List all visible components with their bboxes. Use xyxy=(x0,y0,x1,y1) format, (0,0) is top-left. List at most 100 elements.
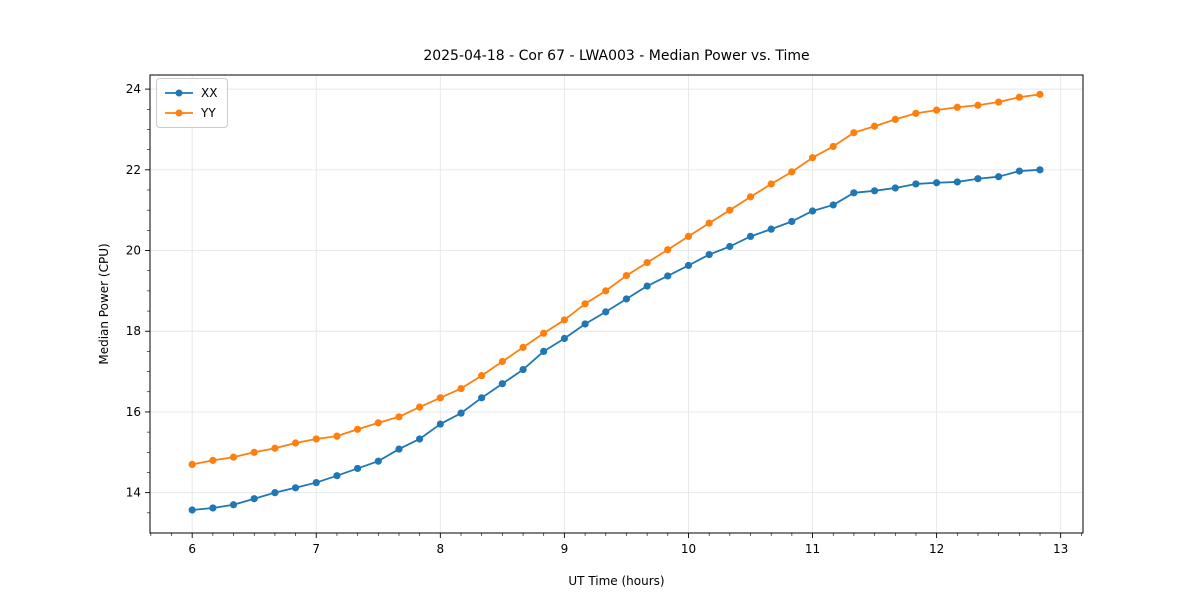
series-marker-yy xyxy=(519,343,527,351)
series-marker-xx xyxy=(519,365,527,374)
series-line-yy xyxy=(192,93,1041,466)
series-marker-xx xyxy=(891,184,899,192)
series-marker-yy xyxy=(312,435,320,443)
legend-label-xx: XX xyxy=(201,86,218,100)
series-marker-yy xyxy=(333,432,341,440)
series-marker-xx xyxy=(870,187,879,195)
x-tick-label: 13 xyxy=(1053,542,1068,556)
y-tick-label: 14 xyxy=(126,486,141,500)
series-marker-yy xyxy=(788,168,796,176)
series-marker-xx xyxy=(953,178,961,186)
series-marker-yy xyxy=(974,101,982,109)
series-marker-yy xyxy=(933,106,941,114)
series-marker-yy xyxy=(664,246,672,254)
series-marker-yy xyxy=(622,271,631,280)
series-marker-xx xyxy=(560,334,568,343)
series-marker-xx xyxy=(581,320,589,328)
series-marker-xx xyxy=(188,506,196,514)
x-axis-label: UT Time (hours) xyxy=(568,574,665,588)
series-marker-xx xyxy=(250,495,258,503)
series-marker-xx xyxy=(416,435,424,443)
series-marker-xx xyxy=(374,457,382,465)
series-marker-xx xyxy=(478,394,486,402)
series-marker-xx xyxy=(209,504,217,512)
plot-border xyxy=(149,74,1084,534)
series-marker-xx xyxy=(664,272,672,280)
x-tick-label: 10 xyxy=(681,542,696,556)
x-tick-label: 11 xyxy=(805,542,820,556)
series-marker-yy xyxy=(436,394,444,402)
series-marker-yy xyxy=(395,413,403,421)
series-marker-yy xyxy=(353,425,362,433)
x-tick-label: 7 xyxy=(312,542,320,556)
series-marker-xx xyxy=(705,250,713,259)
series-marker-xx xyxy=(974,175,982,183)
series-marker-xx xyxy=(602,308,610,316)
y-tick-label: 18 xyxy=(126,324,141,338)
series-marker-xx xyxy=(229,501,238,509)
series-marker-xx xyxy=(395,445,403,453)
series-marker-yy xyxy=(684,232,693,241)
series-marker-xx xyxy=(850,189,858,197)
series-marker-yy xyxy=(271,444,279,452)
series-marker-xx xyxy=(312,478,320,487)
series-marker-xx xyxy=(643,282,651,290)
series-marker-xx xyxy=(353,464,362,473)
series-marker-xx xyxy=(912,180,920,188)
series-marker-xx xyxy=(1036,166,1044,174)
series-marker-yy xyxy=(291,439,300,447)
series-marker-yy xyxy=(1036,90,1044,98)
series-marker-yy xyxy=(250,448,258,456)
series-marker-yy xyxy=(374,419,382,427)
y-tick-label: 20 xyxy=(126,244,141,258)
series-marker-xx xyxy=(767,225,775,233)
series-marker-yy xyxy=(829,142,837,151)
chart-title: 2025-04-18 - Cor 67 - LWA003 - Median Po… xyxy=(423,48,810,64)
series-marker-xx xyxy=(788,217,796,226)
series-marker-xx xyxy=(291,484,300,492)
series-marker-xx xyxy=(746,232,755,241)
series-marker-yy xyxy=(457,384,465,393)
legend-marker-xx-icon xyxy=(165,89,193,97)
y-tick-label: 24 xyxy=(126,82,141,96)
y-tick-label: 16 xyxy=(126,405,141,419)
legend-item-yy: YY xyxy=(164,104,219,122)
series-marker-xx xyxy=(829,201,837,209)
series-marker-xx xyxy=(1015,167,1023,175)
legend-marker-yy-icon xyxy=(165,109,193,117)
series-marker-yy xyxy=(416,403,424,411)
series-marker-xx xyxy=(498,380,506,388)
y-axis-label: Median Power (CPU) xyxy=(97,243,111,365)
series-marker-yy xyxy=(995,98,1003,106)
series-marker-xx xyxy=(995,173,1003,181)
series-marker-yy xyxy=(746,193,755,201)
series-marker-yy xyxy=(560,316,568,324)
legend-label-yy: YY xyxy=(201,106,216,120)
series-marker-yy xyxy=(229,453,238,461)
y-tick-label: 22 xyxy=(126,163,141,177)
series-marker-xx xyxy=(271,489,279,497)
series-marker-yy xyxy=(891,115,899,123)
series-marker-yy xyxy=(726,206,734,214)
series-marker-yy xyxy=(478,372,486,380)
series-marker-xx xyxy=(457,409,465,417)
series-marker-yy xyxy=(498,357,506,366)
series-marker-yy xyxy=(1015,93,1023,101)
series-marker-yy xyxy=(540,329,548,337)
series-marker-xx xyxy=(684,261,693,270)
series-marker-yy xyxy=(953,103,961,111)
legend: XX YY xyxy=(156,78,228,128)
series-marker-yy xyxy=(870,122,879,130)
series-marker-yy xyxy=(209,456,217,464)
x-tick-label: 12 xyxy=(929,542,944,556)
series-line-xx xyxy=(192,168,1041,511)
series-marker-xx xyxy=(436,420,444,428)
series-marker-yy xyxy=(602,287,610,295)
series-marker-yy xyxy=(581,300,589,308)
series-marker-xx xyxy=(333,472,341,480)
series-marker-xx xyxy=(726,242,734,251)
series-marker-yy xyxy=(767,180,775,188)
x-tick-label: 6 xyxy=(188,542,196,556)
